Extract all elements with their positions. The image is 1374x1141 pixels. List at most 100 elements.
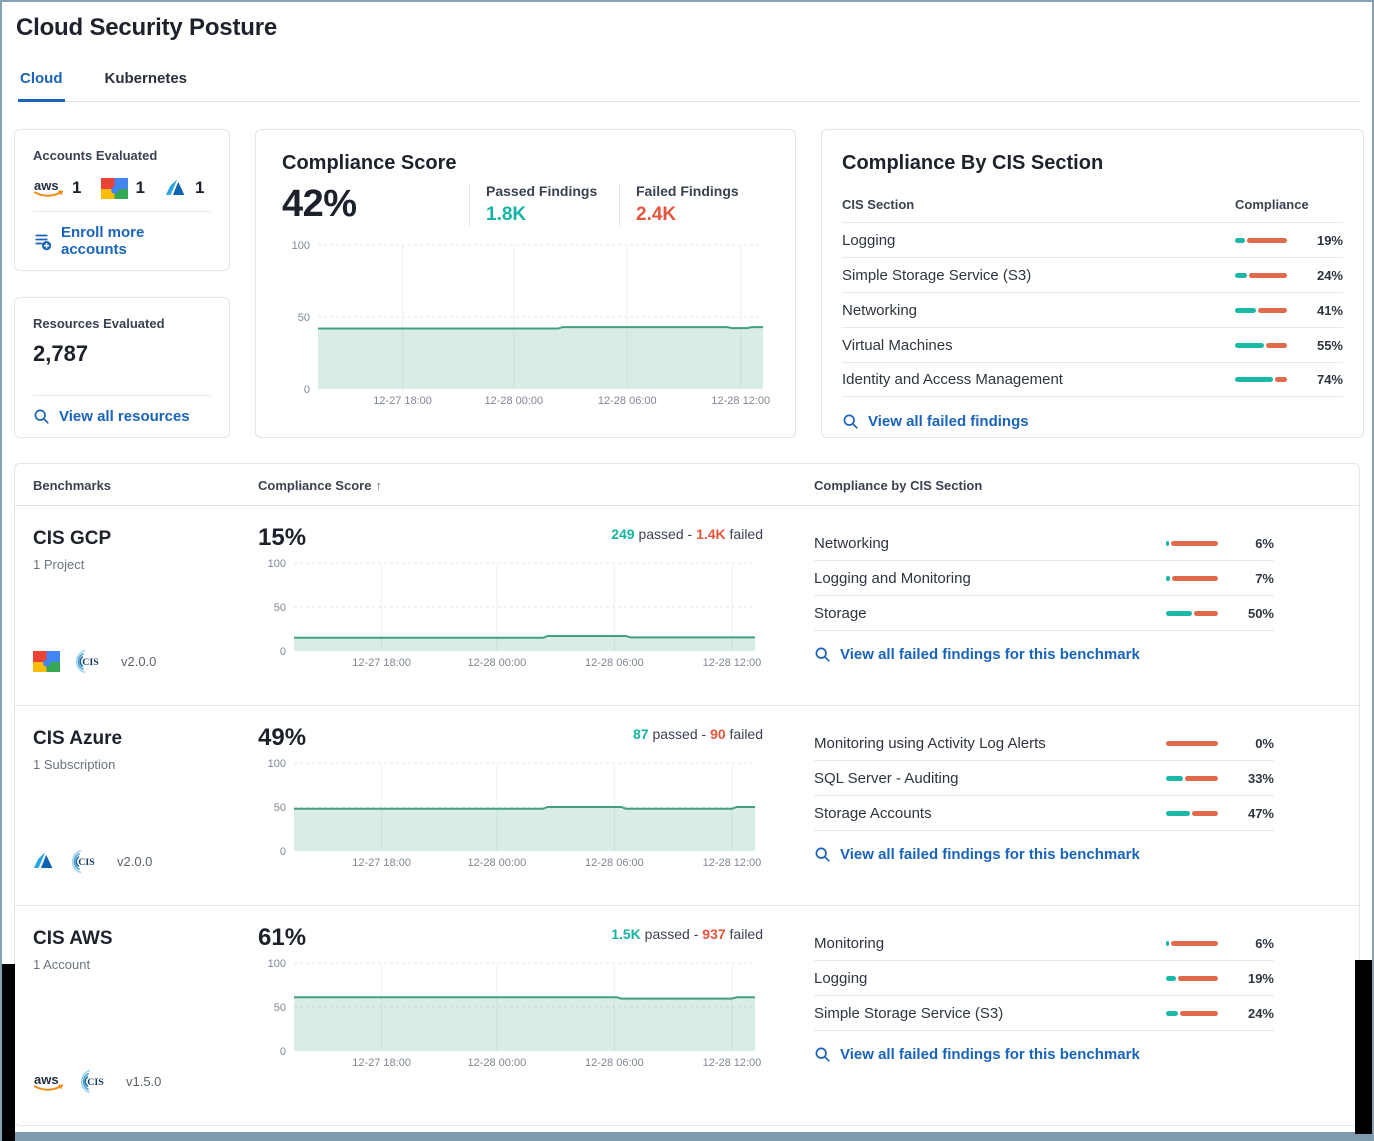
svg-text:12-28 06:00: 12-28 06:00 <box>585 857 644 869</box>
cis-logo-icon: CIS <box>75 649 99 674</box>
svg-text:100: 100 <box>268 958 286 970</box>
magnifier-icon <box>843 414 858 429</box>
cis-section-row: Monitoring using Activity Log Alerts 0% <box>814 726 1274 761</box>
compliance-score-column-header[interactable]: Compliance Score ↑ <box>258 478 382 493</box>
view-all-resources-link[interactable]: View all resources <box>33 408 211 425</box>
compliance-percent: 24% <box>1316 267 1343 283</box>
cis-section-label: Logging <box>842 231 896 249</box>
cis-section-label: Storage <box>814 604 867 622</box>
svg-text:12-28 06:00: 12-28 06:00 <box>585 1057 644 1069</box>
compliance-percent: 24% <box>1247 1005 1274 1021</box>
azure-count-value: 1 <box>194 178 205 197</box>
compliance-percent: 33% <box>1247 770 1274 786</box>
failed-findings-stat: Failed Findings 2.4K <box>619 183 769 226</box>
cis-section-label: Simple Storage Service (S3) <box>842 266 1032 284</box>
failed-findings-label: Failed Findings <box>636 183 739 199</box>
cis-section-label: Simple Storage Service (S3) <box>814 1004 1004 1022</box>
cis-section-row: Logging 19% <box>842 222 1343 257</box>
cis-section-row: Storage 50% <box>814 596 1274 631</box>
gcp-account-count: 1 <box>101 178 144 199</box>
aws-count-value: 1 <box>72 178 82 197</box>
passed-findings-stat: Passed Findings 1.8K <box>469 183 619 226</box>
compliance-bar <box>1235 342 1287 348</box>
magnifier-icon <box>815 1047 830 1062</box>
accounts-evaluated-card: Accounts Evaluated aws 1 <box>14 129 230 271</box>
benchmark-row-cis-azure: CIS Azure 1 Subscription CIS v2.0.0 49% … <box>15 706 1359 906</box>
svg-text:0: 0 <box>304 384 310 396</box>
cis-section-row: Virtual Machines 55% <box>842 327 1343 362</box>
cis-section-row: Networking 41% <box>842 292 1343 327</box>
compliance-bar <box>1166 740 1218 746</box>
svg-text:0: 0 <box>280 646 286 658</box>
magnifier-icon <box>815 847 830 862</box>
compliance-column-header: Compliance <box>1235 197 1309 212</box>
google-cloud-logo-icon <box>101 178 128 199</box>
svg-text:12-27 18:00: 12-27 18:00 <box>352 657 411 669</box>
cis-logo-icon: CIS <box>80 1069 104 1094</box>
card-divider <box>33 395 211 396</box>
svg-text:CIS: CIS <box>82 657 99 668</box>
compliance-bar <box>1166 1010 1218 1016</box>
compliance-percent: 19% <box>1247 970 1274 986</box>
compliance-bar <box>1166 940 1218 946</box>
gcp-count-value: 1 <box>135 178 145 197</box>
compliance-percent: 74% <box>1316 372 1343 387</box>
tab-cloud[interactable]: Cloud <box>18 70 65 102</box>
cis-section-row: Storage Accounts 47% <box>814 796 1274 831</box>
cis-section-row: Monitoring 6% <box>814 926 1274 961</box>
svg-text:aws: aws <box>34 178 59 193</box>
view-failed-findings-benchmark-label: View all failed findings for this benchm… <box>840 1046 1140 1063</box>
svg-text:12-28 00:00: 12-28 00:00 <box>467 857 526 869</box>
cis-section-label: Logging <box>814 969 868 987</box>
cis-section-label: Monitoring <box>814 934 885 952</box>
resources-evaluated-title: Resources Evaluated <box>33 316 165 331</box>
benchmark-name: CIS Azure <box>33 728 123 749</box>
google-cloud-logo-icon <box>33 651 60 672</box>
benchmark-version: v1.5.0 <box>126 1074 162 1089</box>
cis-azure-trend-chart: 12-27 18:00 12-28 00:00 12-28 06:00 12-28 1… <box>258 758 763 870</box>
compliance-bar <box>1235 377 1287 382</box>
compliance-bar <box>1166 575 1218 581</box>
magnifier-icon <box>815 647 830 662</box>
compliance-bar <box>1166 975 1218 981</box>
view-failed-findings-benchmark-link[interactable]: View all failed findings for this benchm… <box>814 846 1274 863</box>
svg-text:12-28 12:00: 12-28 12:00 <box>703 657 762 669</box>
cis-section-row: Networking 6% <box>814 526 1274 561</box>
svg-text:100: 100 <box>292 240 310 252</box>
cis-section-row: Logging and Monitoring 7% <box>814 561 1274 596</box>
compliance-score-trend-chart: 12-27 18:00 12-28 00:00 12-28 06:00 12-28 1… <box>282 240 771 408</box>
cis-section-row: Identity and Access Management 74% <box>842 362 1343 397</box>
benchmark-row-cis-gcp: CIS GCP 1 Project CIS v2.0.0 <box>15 506 1359 706</box>
compliance-bar <box>1235 237 1287 243</box>
svg-text:CIS: CIS <box>87 1077 104 1088</box>
svg-text:100: 100 <box>268 558 286 570</box>
view-failed-findings-benchmark-link[interactable]: View all failed findings for this benchm… <box>814 646 1274 663</box>
failed-findings-value: 2.4K <box>636 204 677 225</box>
svg-text:12-28 12:00: 12-28 12:00 <box>703 857 762 869</box>
resources-evaluated-count: 2,787 <box>33 341 89 366</box>
page-title: Cloud Security Posture <box>16 14 277 41</box>
compliance-percent: 47% <box>1247 805 1274 821</box>
magnifier-icon <box>34 409 49 424</box>
cis-aws-trend-chart: 12-27 18:00 12-28 00:00 12-28 06:00 12-28 1… <box>258 958 763 1070</box>
svg-text:CIS: CIS <box>78 857 95 868</box>
svg-text:12-28 00:00: 12-28 00:00 <box>467 1057 526 1069</box>
cis-section-label: Virtual Machines <box>842 336 953 354</box>
compliance-percent: 55% <box>1316 337 1343 353</box>
compliance-bar <box>1235 272 1287 278</box>
enroll-more-accounts-link[interactable]: Enroll more accounts <box>33 224 211 258</box>
compliance-score-title: Compliance Score <box>282 152 457 174</box>
overall-compliance-score: 42% <box>282 183 357 225</box>
view-failed-findings-benchmark-link[interactable]: View all failed findings for this benchm… <box>814 1046 1274 1063</box>
compliance-by-cis-section-column-header: Compliance by CIS Section <box>814 478 983 493</box>
cis-section-row: SQL Server - Auditing 33% <box>814 761 1274 796</box>
compliance-bar <box>1166 610 1218 616</box>
view-all-failed-findings-link[interactable]: View all failed findings <box>842 413 1343 430</box>
svg-text:0: 0 <box>280 846 286 858</box>
enroll-more-accounts-label: Enroll more accounts <box>61 224 145 258</box>
azure-logo-icon <box>165 179 185 195</box>
svg-text:12-28 00:00: 12-28 00:00 <box>467 657 526 669</box>
benchmark-version: v2.0.0 <box>121 654 157 669</box>
tab-kubernetes[interactable]: Kubernetes <box>104 70 188 87</box>
